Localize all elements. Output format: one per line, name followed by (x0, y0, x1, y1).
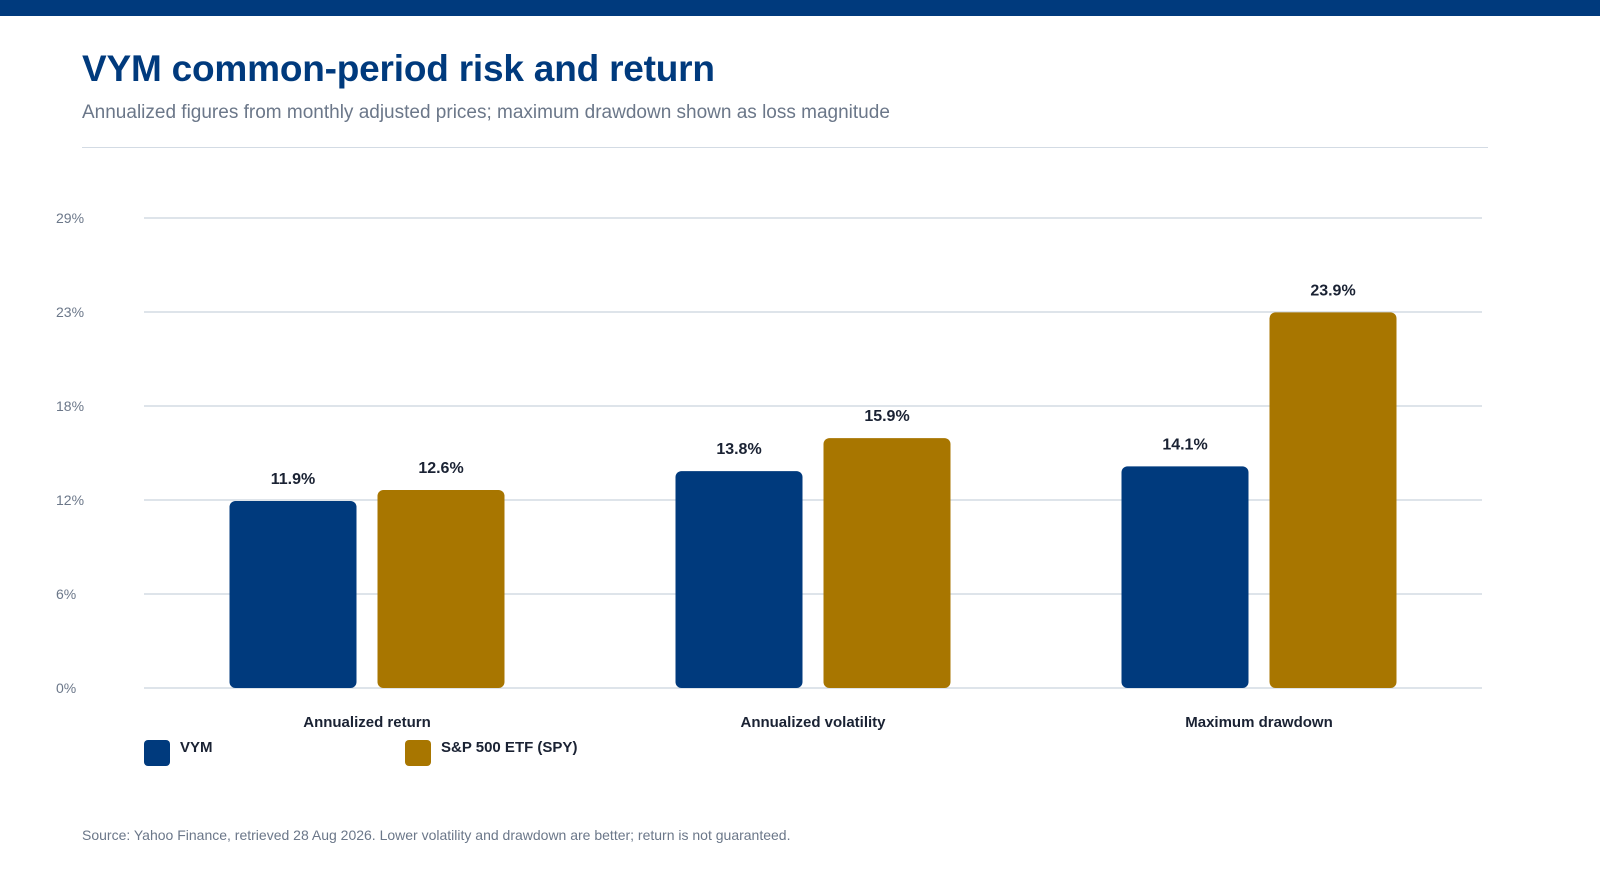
data-label: 13.8% (716, 441, 761, 458)
x-tick-label: Maximum drawdown (1185, 714, 1333, 731)
y-tick-label: 23% (56, 304, 84, 320)
source-note: Source: Yahoo Finance, retrieved 28 Aug … (82, 827, 791, 843)
legend-label-spy: S&P 500 ETF (SPY) (441, 739, 578, 756)
x-tick-label: Annualized volatility (740, 714, 886, 731)
legend-swatch-vym (144, 740, 170, 766)
top-accent-bar (0, 0, 1600, 16)
legend-swatch-spy (405, 740, 431, 766)
bar (1121, 466, 1249, 688)
y-tick-label: 0% (56, 680, 76, 696)
bar (229, 500, 357, 688)
bar (377, 489, 505, 688)
y-tick-label: 29% (56, 210, 84, 226)
data-label: 11.9% (271, 471, 315, 488)
data-label: 12.6% (418, 460, 463, 477)
data-label: 15.9% (864, 408, 909, 425)
y-tick-label: 12% (56, 492, 84, 508)
chart-subtitle: Annualized figures from monthly adjusted… (82, 102, 890, 123)
data-label: 23.9% (1310, 282, 1355, 299)
y-tick-label: 6% (56, 586, 76, 602)
header-divider (82, 147, 1488, 148)
chart-title: VYM common-period risk and return (82, 48, 715, 89)
bar (823, 438, 951, 688)
bar (1269, 312, 1397, 688)
x-tick-label: Annualized return (303, 714, 431, 731)
legend-item-spy: S&P 500 ETF (SPY) (405, 740, 577, 766)
legend-label-vym: VYM (180, 739, 213, 756)
y-tick-label: 18% (56, 398, 84, 414)
legend-item-vym: VYM (144, 740, 213, 766)
bar (675, 471, 803, 688)
data-label: 14.1% (1162, 436, 1207, 453)
